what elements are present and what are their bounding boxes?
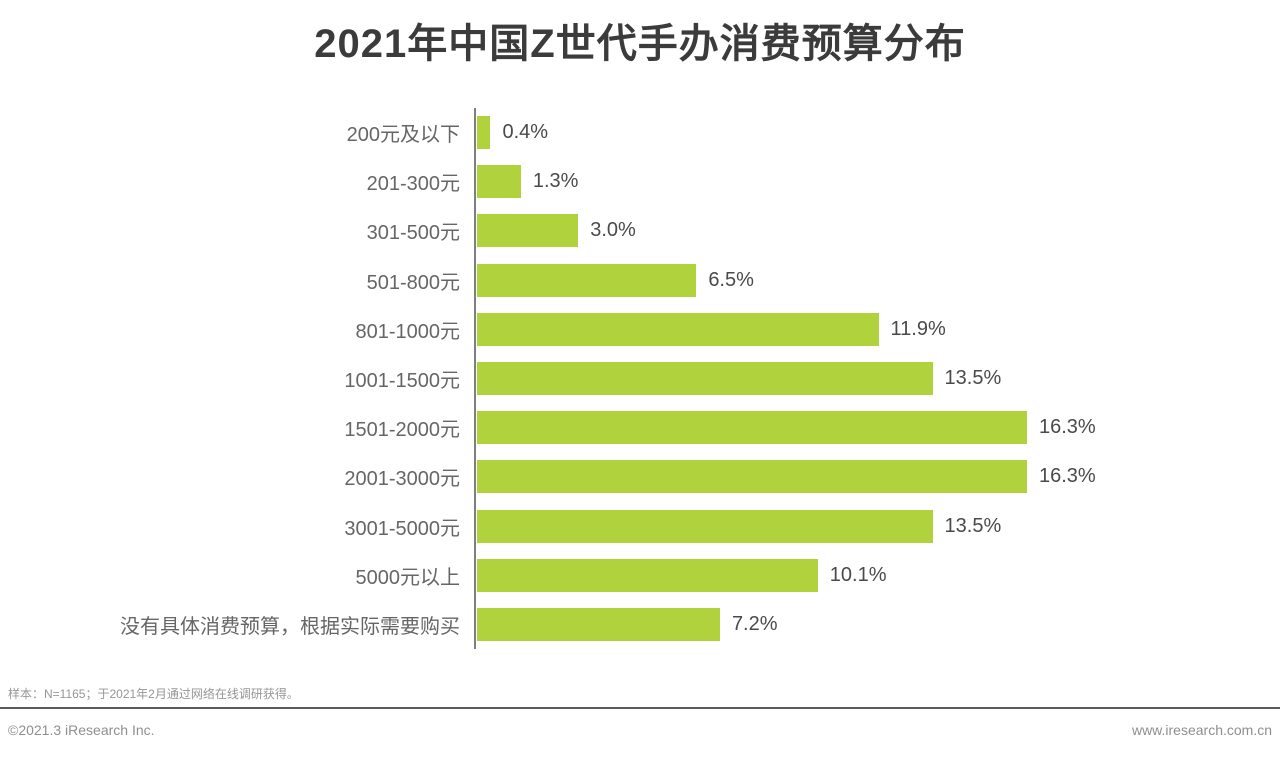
bar-area: 3.0%	[474, 206, 1280, 256]
bar-area: 13.5%	[474, 353, 1280, 404]
value-label: 7.2%	[731, 612, 778, 635]
bar	[477, 312, 879, 346]
chart-row: 1501-2000元 16.3%	[0, 403, 1280, 453]
bar-area: 0.4%	[474, 108, 1280, 158]
category-label: 没有具体消费预算，根据实际需要购买	[120, 615, 460, 638]
chart-rows: 200元及以下 0.4% 201-300元 1.3% 301-500元 3.0%…	[0, 108, 1280, 650]
chart-row: 801-1000元 11.9%	[0, 304, 1280, 354]
bar	[477, 116, 491, 150]
value-label: 13.5%	[944, 367, 1002, 390]
category-label: 1501-2000元	[344, 419, 460, 442]
category-label: 501-800元	[366, 271, 460, 294]
footer-bar: ©2021.3 iResearch Inc. www.iresearch.com…	[0, 722, 1280, 738]
category-label: 5000元以上	[355, 566, 461, 589]
value-label: 0.4%	[502, 121, 549, 144]
bar-area: 11.9%	[474, 304, 1280, 354]
category-label: 3001-5000元	[344, 517, 460, 540]
bar-area: 10.1%	[474, 550, 1280, 600]
bar	[477, 558, 818, 592]
chart-row: 1001-1500元 13.5%	[0, 353, 1280, 404]
value-label: 11.9%	[890, 317, 946, 340]
bar	[477, 460, 1027, 494]
bar-area: 7.2%	[474, 599, 1280, 650]
value-label: 16.3%	[1039, 465, 1096, 488]
category-label: 200元及以下	[346, 124, 460, 147]
value-label: 10.1%	[829, 563, 887, 586]
copyright-text: ©2021.3 iResearch Inc.	[8, 722, 155, 739]
bar	[477, 214, 579, 248]
value-label: 3.0%	[590, 219, 636, 242]
website-link[interactable]: www.iresearch.com.cn	[1131, 722, 1272, 739]
value-label: 1.3%	[532, 170, 579, 193]
bar-area: 1.3%	[474, 157, 1280, 207]
category-label: 1001-1500元	[344, 370, 460, 393]
category-label: 301-500元	[366, 222, 460, 245]
sample-note: 样本：N=1165；于2021年2月通过网络在线调研获得。	[8, 687, 299, 702]
bar-area: 13.5%	[474, 501, 1280, 551]
bar	[477, 165, 521, 199]
category-label: 201-300元	[366, 173, 460, 196]
chart-row: 301-500元 3.0%	[0, 206, 1280, 256]
chart-title: 2021年中国Z世代手办消费预算分布	[314, 22, 966, 66]
bar	[477, 509, 933, 543]
value-label: 13.5%	[944, 514, 1002, 537]
value-label: 16.3%	[1039, 416, 1096, 439]
bar	[477, 362, 933, 396]
chart-row: 201-300元 1.3%	[0, 157, 1280, 207]
value-label: 6.5%	[708, 268, 754, 291]
bar-area: 16.3%	[474, 452, 1280, 502]
bar	[477, 411, 1027, 445]
chart-row: 501-800元 6.5%	[0, 255, 1280, 305]
chart-row: 没有具体消费预算，根据实际需要购买 7.2%	[0, 599, 1280, 650]
chart-row: 3001-5000元 13.5%	[0, 501, 1280, 551]
budget-bar-chart: 200元及以下 0.4% 201-300元 1.3% 301-500元 3.0%…	[0, 108, 1280, 650]
chart-row: 2001-3000元 16.3%	[0, 452, 1280, 502]
footer-divider	[0, 707, 1280, 710]
bar-area: 16.3%	[474, 403, 1280, 453]
bar-area: 6.5%	[474, 255, 1280, 305]
chart-row: 200元及以下 0.4%	[0, 108, 1280, 158]
category-label: 801-1000元	[355, 320, 460, 343]
bar	[477, 607, 720, 641]
category-label: 2001-3000元	[344, 468, 460, 491]
chart-row: 5000元以上 10.1%	[0, 550, 1280, 600]
bar	[477, 263, 697, 297]
